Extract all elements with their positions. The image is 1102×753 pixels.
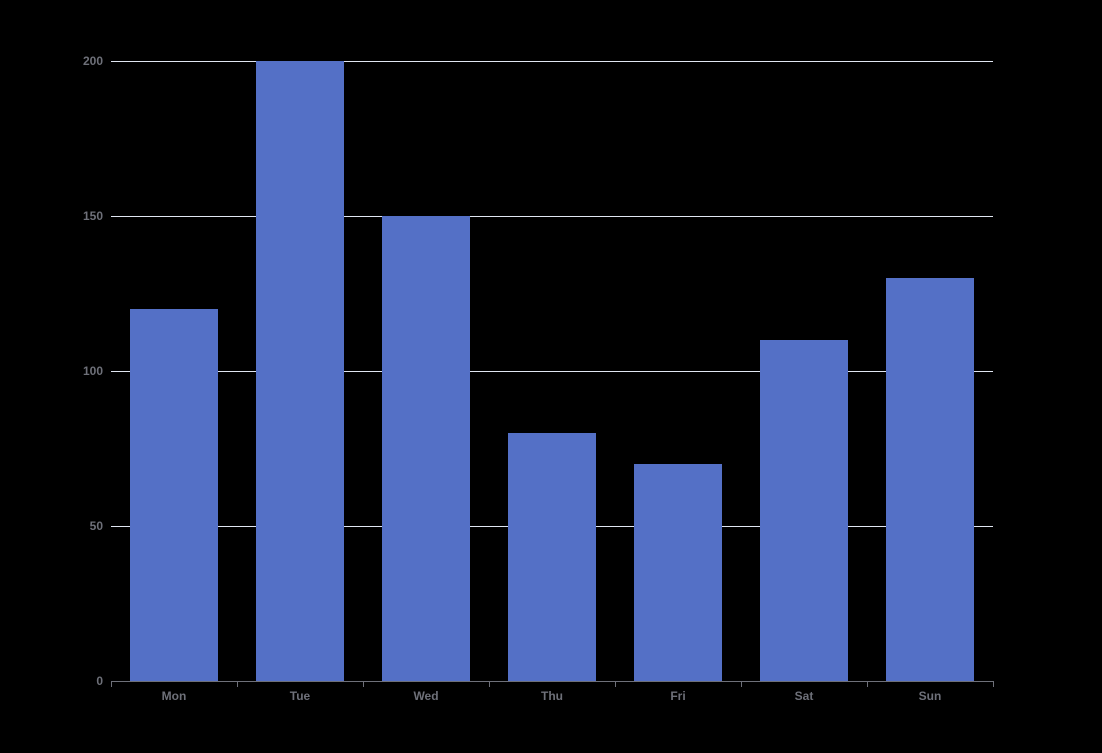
- x-axis-tick: [489, 681, 490, 687]
- bar-wed[interactable]: [382, 216, 470, 681]
- x-axis-label-tue: Tue: [289, 689, 311, 703]
- x-axis-label-thu: Thu: [541, 689, 563, 703]
- x-axis-label-fri: Fri: [670, 689, 686, 703]
- y-axis-tick-label: 100: [82, 364, 103, 378]
- x-axis-tick: [993, 681, 994, 687]
- bar-tue[interactable]: [256, 61, 344, 681]
- x-axis-tick: [741, 681, 742, 687]
- x-axis-tick: [237, 681, 238, 687]
- gridline-150: [111, 216, 993, 217]
- x-axis-tick: [363, 681, 364, 687]
- bar-sat[interactable]: [760, 340, 848, 681]
- x-axis-label-sun: Sun: [918, 689, 942, 703]
- x-axis-line: [111, 681, 994, 682]
- x-axis-label-wed: Wed: [413, 689, 439, 703]
- bar-mon[interactable]: [130, 309, 218, 681]
- bar-fri[interactable]: [634, 464, 722, 681]
- y-axis-tick-label: 150: [82, 209, 103, 223]
- bar-sun[interactable]: [886, 278, 974, 681]
- y-axis-tick-label: 0: [96, 674, 103, 688]
- y-axis-tick-label: 200: [82, 54, 103, 68]
- x-axis-tick: [867, 681, 868, 687]
- gridline-200: [111, 61, 993, 62]
- x-axis-label-mon: Mon: [161, 689, 187, 703]
- bar-thu[interactable]: [508, 433, 596, 681]
- y-axis-tick-label: 50: [89, 519, 103, 533]
- x-axis-label-sat: Sat: [794, 689, 814, 703]
- x-axis-tick: [111, 681, 112, 687]
- x-axis-tick: [615, 681, 616, 687]
- gridline-100: [111, 371, 993, 372]
